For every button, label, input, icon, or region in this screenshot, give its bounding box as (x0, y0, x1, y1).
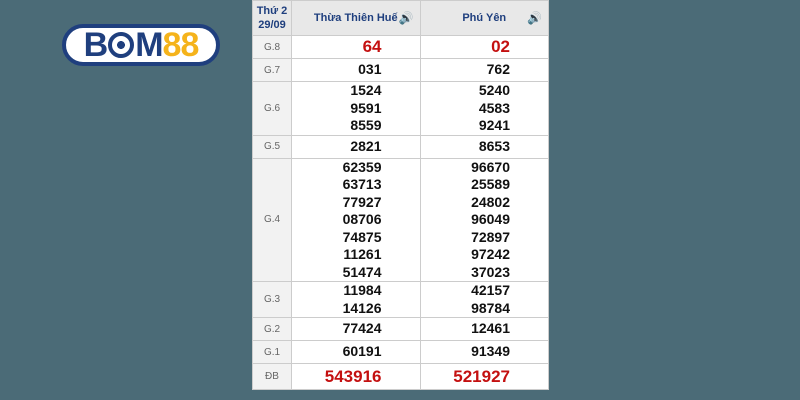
speaker-icon[interactable]: 🔊 (398, 11, 414, 25)
lottery-results-table: Thứ 2 29/09 Thừa Thiên Huế 🔊 Phú Yên 🔊 G.8 6… (252, 0, 549, 390)
prize-number: 4583 (478, 99, 510, 116)
prize-number: 2821 (350, 137, 382, 154)
prize-row: G.6 1524 9591 8559 5240 4583 9241 (252, 81, 549, 136)
prize-numbers: 96670 25589 24802 96049 72897 97242 37023 (419, 157, 549, 282)
prize-numbers: 12461 (419, 317, 549, 341)
prize-number: 14126 (342, 299, 382, 316)
prize-number: 64 (362, 37, 382, 57)
prize-number: 51474 (342, 263, 382, 280)
prize-number: 08706 (342, 211, 382, 227)
prize-number: 11261 (343, 246, 382, 262)
province-header: Thừa Thiên Huế 🔊 (291, 0, 421, 36)
date-header: Thứ 2 29/09 (252, 0, 292, 36)
prize-row: G.4 62359 63713 77927 08706 74875 11261 51474 96… (252, 157, 549, 282)
speaker-icon[interactable]: 🔊 (527, 11, 542, 25)
prize-number: 60191 (342, 343, 382, 360)
prize-numbers: 42157 98784 (419, 281, 549, 318)
prize-number: 12461 (471, 320, 510, 337)
prize-row: G.1 60191 91349 (252, 340, 549, 364)
prize-numbers: 64 (291, 35, 421, 59)
prize-numbers: 8653 (419, 134, 549, 159)
prize-label: G.3 (252, 281, 292, 318)
prize-row: G.7 031 762 (252, 58, 549, 82)
prize-number: 521927 (453, 366, 510, 386)
prize-number: 96670 (471, 158, 510, 175)
prize-label: G.4 (252, 157, 292, 282)
prize-number: 91349 (471, 343, 510, 360)
prize-number: 5240 (478, 82, 510, 98)
prize-label: G.1 (252, 340, 292, 364)
prize-number: 77424 (342, 320, 382, 337)
prize-number: 97242 (471, 246, 510, 262)
prize-label: G.6 (252, 81, 292, 136)
prize-number: 62359 (342, 158, 382, 175)
prize-number: 96049 (471, 211, 510, 227)
bom88-logo: B M 88 (62, 24, 220, 66)
prize-numbers: 91349 (419, 340, 549, 364)
prize-numbers: 02 (419, 35, 549, 59)
prize-number: 72897 (471, 228, 510, 245)
prize-numbers: 543916 (291, 363, 421, 390)
prize-numbers: 62359 63713 77927 08706 74875 11261 51474 (291, 157, 421, 282)
prize-number: 9241 (478, 117, 510, 133)
prize-number: 11984 (343, 282, 382, 298)
prize-number: 98784 (471, 299, 510, 316)
prize-number: 25589 (471, 176, 510, 192)
prize-label: ĐB (252, 363, 292, 390)
prize-number: 74875 (342, 228, 382, 245)
prize-number: 63713 (342, 176, 382, 192)
prize-number: 8653 (478, 137, 510, 154)
prize-numbers: 521927 (419, 363, 549, 390)
prize-number: 02 (491, 37, 510, 57)
prize-number: 42157 (471, 282, 510, 298)
prize-number: 762 (486, 61, 510, 78)
prize-number: 031 (358, 61, 382, 78)
prize-row: G.5 2821 8653 (252, 134, 549, 159)
prize-row: G.3 11984 14126 42157 98784 (252, 281, 549, 318)
prize-label: G.2 (252, 317, 292, 341)
province-header: Phú Yên 🔊 (419, 0, 549, 36)
prize-number: 9591 (350, 99, 382, 116)
prize-numbers: 60191 (291, 340, 421, 364)
prize-numbers: 2821 (291, 134, 421, 159)
prize-row: ĐB 543916 521927 (252, 363, 549, 390)
prize-number: 37023 (471, 263, 510, 280)
prize-number: 24802 (471, 193, 510, 210)
prize-numbers: 5240 4583 9241 (419, 81, 549, 136)
prize-row: G.8 64 02 (252, 35, 549, 59)
prize-number: 8559 (350, 117, 382, 133)
prize-label: G.5 (252, 134, 292, 159)
prize-numbers: 031 (291, 58, 421, 82)
prize-numbers: 77424 (291, 317, 421, 341)
prize-number: 1524 (350, 82, 382, 98)
prize-numbers: 762 (419, 58, 549, 82)
prize-label: G.8 (252, 35, 292, 59)
prize-number: 543916 (324, 366, 382, 386)
prize-row: G.2 77424 12461 (252, 317, 549, 341)
prize-label: G.7 (252, 58, 292, 82)
prize-numbers: 11984 14126 (291, 281, 421, 318)
prize-numbers: 1524 9591 8559 (291, 81, 421, 136)
prize-number: 77927 (342, 193, 382, 210)
football-icon (108, 32, 135, 58)
